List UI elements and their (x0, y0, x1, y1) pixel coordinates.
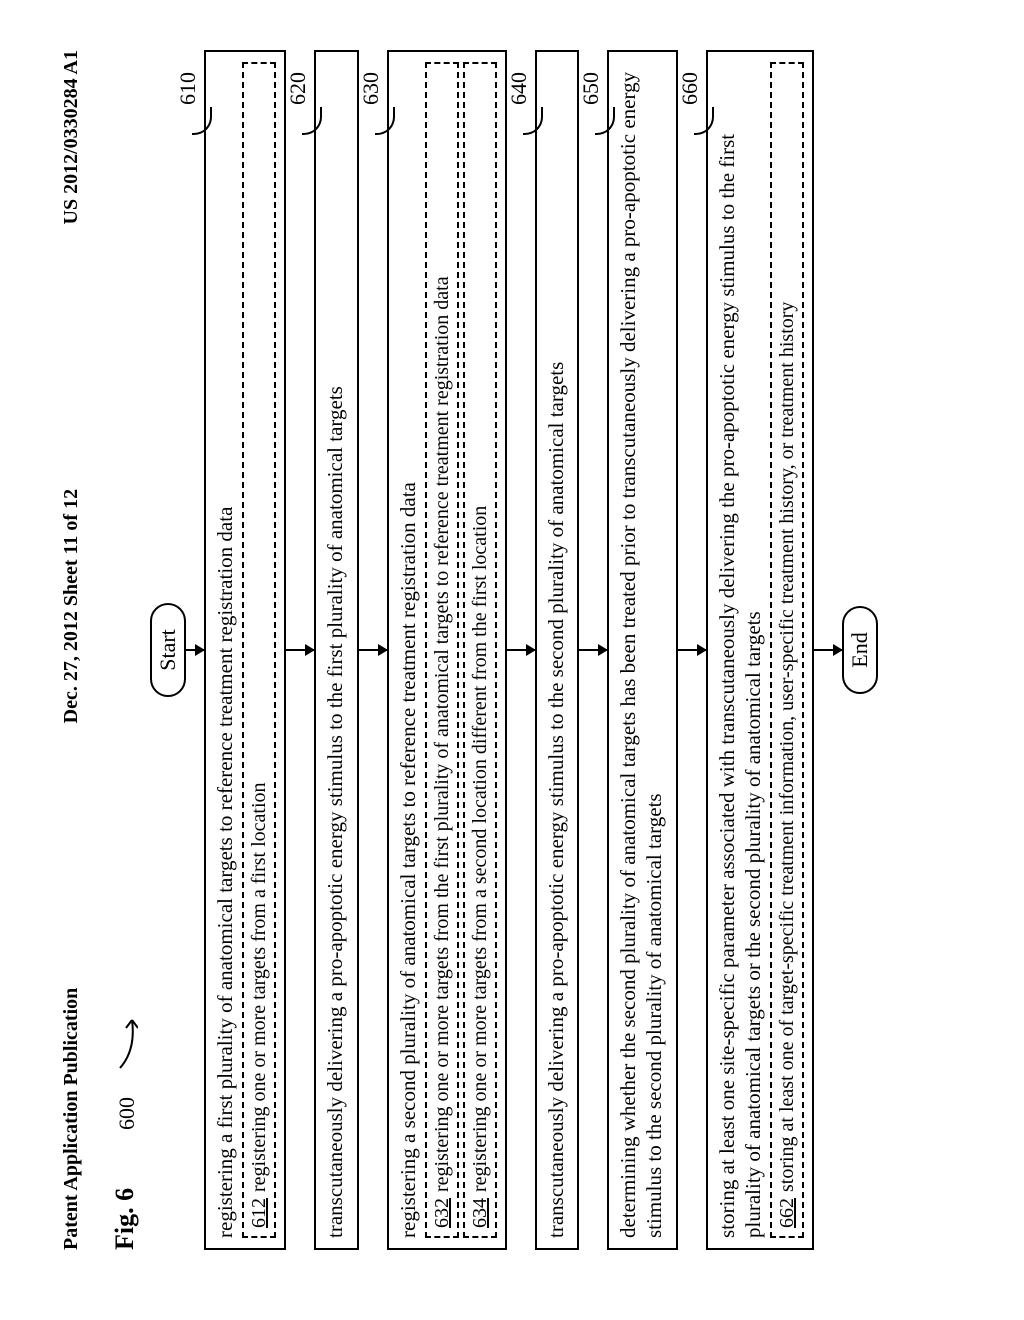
sub-step-text: storing at least one of target-specific … (776, 302, 798, 1192)
step-ref-label: 640 (505, 72, 533, 105)
connector-arrow-icon (359, 649, 387, 651)
flow-step-610: 610registering a first plurality of anat… (204, 50, 286, 1250)
connector-arrow-icon (286, 649, 314, 651)
step-text: registering a second plurality of anatom… (395, 62, 421, 1238)
flowchart: Start 610registering a first plurality o… (150, 50, 878, 1250)
sub-step-num: 632 (431, 1198, 453, 1228)
step-text: transcutaneously delivering a pro-apopto… (543, 62, 569, 1238)
figure-ref-600: 600 (114, 1097, 140, 1130)
step-ref-label: 660 (676, 72, 704, 105)
connector-arrow-icon (186, 649, 204, 651)
start-terminal: Start (150, 603, 186, 697)
header-left: Patent Application Publication (60, 988, 83, 1250)
step-ref-label: 620 (284, 72, 312, 105)
step-text: determining whether the second plurality… (615, 62, 668, 1238)
sub-step-612: 612 registering one or more targets from … (242, 62, 276, 1238)
step-text: registering a first plurality of anatomi… (212, 62, 238, 1238)
connector-arrow-icon (814, 649, 842, 651)
sub-step-num: 634 (469, 1198, 491, 1228)
sub-step-num: 612 (248, 1198, 270, 1228)
ref-arrow-icon (118, 1010, 138, 1070)
sub-step-632: 632 registering one or more targets from … (425, 62, 459, 1238)
connector-arrow-icon (678, 649, 706, 651)
end-terminal: End (842, 606, 878, 693)
step-text: transcutaneously delivering a pro-apopto… (322, 62, 348, 1238)
flow-step-630: 630registering a second plurality of ana… (387, 50, 507, 1250)
header-right: US 2012/0330284 A1 (60, 50, 83, 224)
step-ref-label: 610 (174, 72, 202, 105)
end-label: End (847, 632, 872, 667)
start-label: Start (155, 629, 180, 671)
page-header: Patent Application Publication Dec. 27, … (60, 50, 83, 1250)
figure-label: Fig. 6 (110, 1188, 140, 1250)
connector-arrow-icon (579, 649, 607, 651)
flow-step-620: 620transcutaneously delivering a pro-apo… (314, 50, 358, 1250)
sub-step-634: 634 registering one or more targets from … (463, 62, 497, 1238)
sub-step-num: 662 (776, 1198, 798, 1228)
sub-step-text: registering one or more targets from the… (431, 276, 453, 1192)
header-center: Dec. 27, 2012 Sheet 11 of 12 (60, 489, 83, 723)
flow-step-650: 650determining whether the second plural… (607, 50, 678, 1250)
connector-arrow-icon (507, 649, 535, 651)
flow-step-660: 660storing at least one site-specific pa… (706, 50, 815, 1250)
step-ref-label: 650 (577, 72, 605, 105)
sub-step-text: registering one or more targets from a f… (248, 782, 270, 1192)
sub-step-text: registering one or more targets from a s… (469, 506, 491, 1192)
step-ref-label: 630 (357, 72, 385, 105)
sub-step-662: 662 storing at least one of target-specif… (770, 62, 804, 1238)
step-text: storing at least one site-specific param… (714, 62, 767, 1238)
flow-step-640: 640transcutaneously delivering a pro-apo… (535, 50, 579, 1250)
